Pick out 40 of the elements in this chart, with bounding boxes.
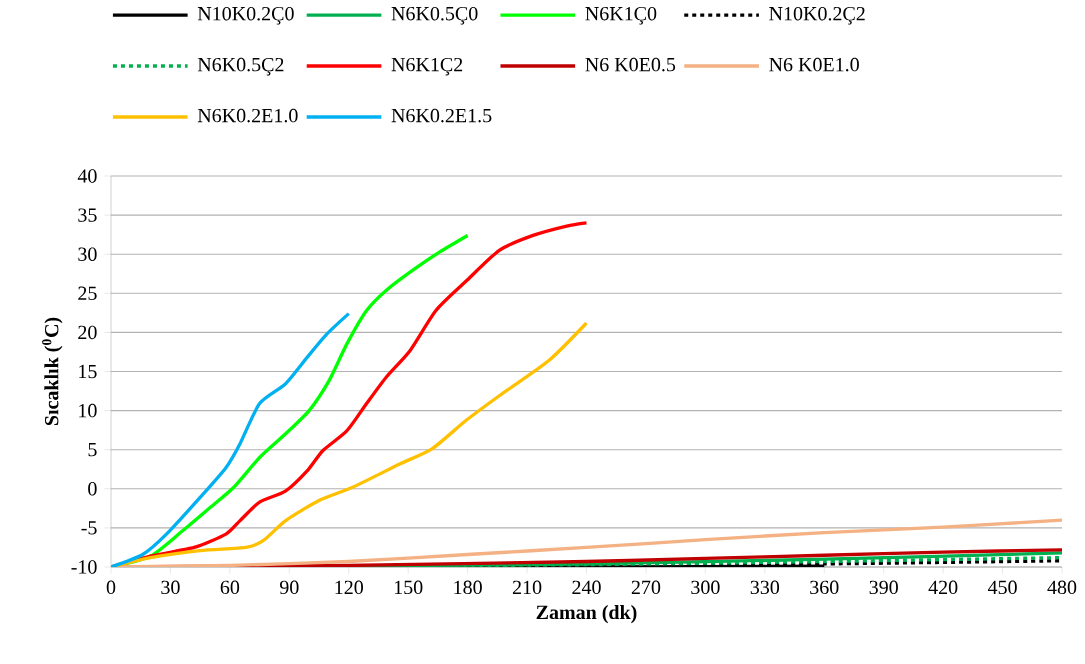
y-tick-label: 0 bbox=[88, 482, 97, 496]
y-tick-label: 5 bbox=[88, 443, 97, 457]
y-tick-label: 35 bbox=[78, 208, 97, 222]
x-tick-label: 480 bbox=[1047, 580, 1077, 595]
x-tick-label: 210 bbox=[512, 580, 542, 595]
legend-label: N6K0.2E1.0 bbox=[197, 108, 298, 123]
x-tick-label: 30 bbox=[161, 580, 180, 595]
legend-label: N6K0.2E1.5 bbox=[391, 108, 492, 123]
x-tick-label: 450 bbox=[987, 580, 1017, 595]
x-tick-label: 0 bbox=[106, 580, 116, 595]
legend-label: N6K0.5Ç2 bbox=[197, 57, 284, 76]
y-tick-label: 10 bbox=[79, 403, 97, 418]
x-tick-label: 270 bbox=[631, 580, 661, 595]
y-tick-label: -10 bbox=[71, 560, 97, 574]
x-tick-label: 240 bbox=[572, 580, 601, 595]
y-tick-label: 15 bbox=[79, 364, 97, 379]
x-tick-label: 120 bbox=[335, 580, 363, 595]
x-tick-label: 300 bbox=[691, 580, 720, 595]
legend-label: N6 K0E0.5 bbox=[585, 57, 676, 72]
y-tick-label: 40 bbox=[77, 169, 97, 183]
x-tick-label: 180 bbox=[454, 580, 482, 595]
legend-label: N6K0.5Ç0 bbox=[391, 6, 478, 25]
x-tick-label: 390 bbox=[869, 580, 898, 595]
legend-label: N10K0.2Ç0 bbox=[197, 6, 294, 25]
x-tick-label: 330 bbox=[750, 580, 780, 595]
legend-label: N6K1Ç2 bbox=[391, 57, 463, 76]
legend-label: N6K1Ç0 bbox=[585, 6, 657, 25]
y-tick-label: 20 bbox=[78, 325, 97, 340]
y-tick-label: 25 bbox=[78, 286, 97, 301]
x-tick-label: 420 bbox=[928, 580, 958, 595]
legend-label: N6 K0E1.0 bbox=[769, 57, 859, 72]
y-tick-label: -5 bbox=[81, 521, 97, 535]
x-tick-label: 150 bbox=[394, 580, 423, 595]
y-axis-title: Sıcaklık ($^{0}$C) bbox=[41, 317, 63, 426]
x-tick-label: 90 bbox=[279, 580, 299, 595]
y-tick-label: 30 bbox=[78, 247, 97, 261]
legend-label: N10K0.2Ç2 bbox=[769, 6, 865, 25]
x-axis-title: Zaman (dk) bbox=[536, 605, 637, 624]
x-tick-label: 360 bbox=[810, 580, 839, 595]
x-tick-label: 60 bbox=[220, 580, 240, 595]
